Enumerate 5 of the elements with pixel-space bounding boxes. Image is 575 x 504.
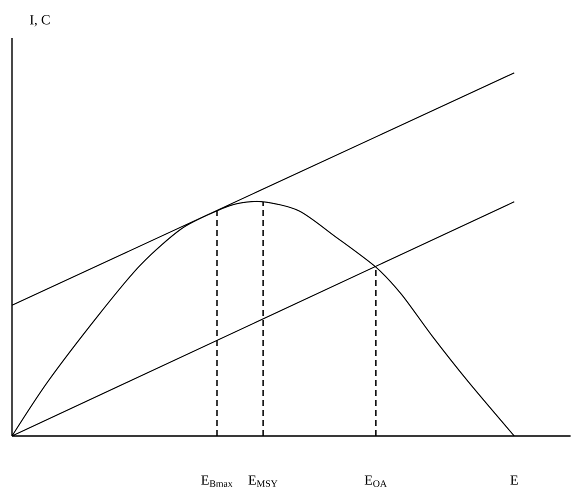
x-tick-label: E$_{Bmax}$ (201, 476, 233, 487)
y-axis-title: I, C (30, 15, 50, 26)
x-tick-label: E (510, 476, 518, 485)
x-tick-label: E$_{OA}$ (364, 476, 387, 487)
x-tick-label: E$_{MSY}$ (248, 476, 278, 487)
